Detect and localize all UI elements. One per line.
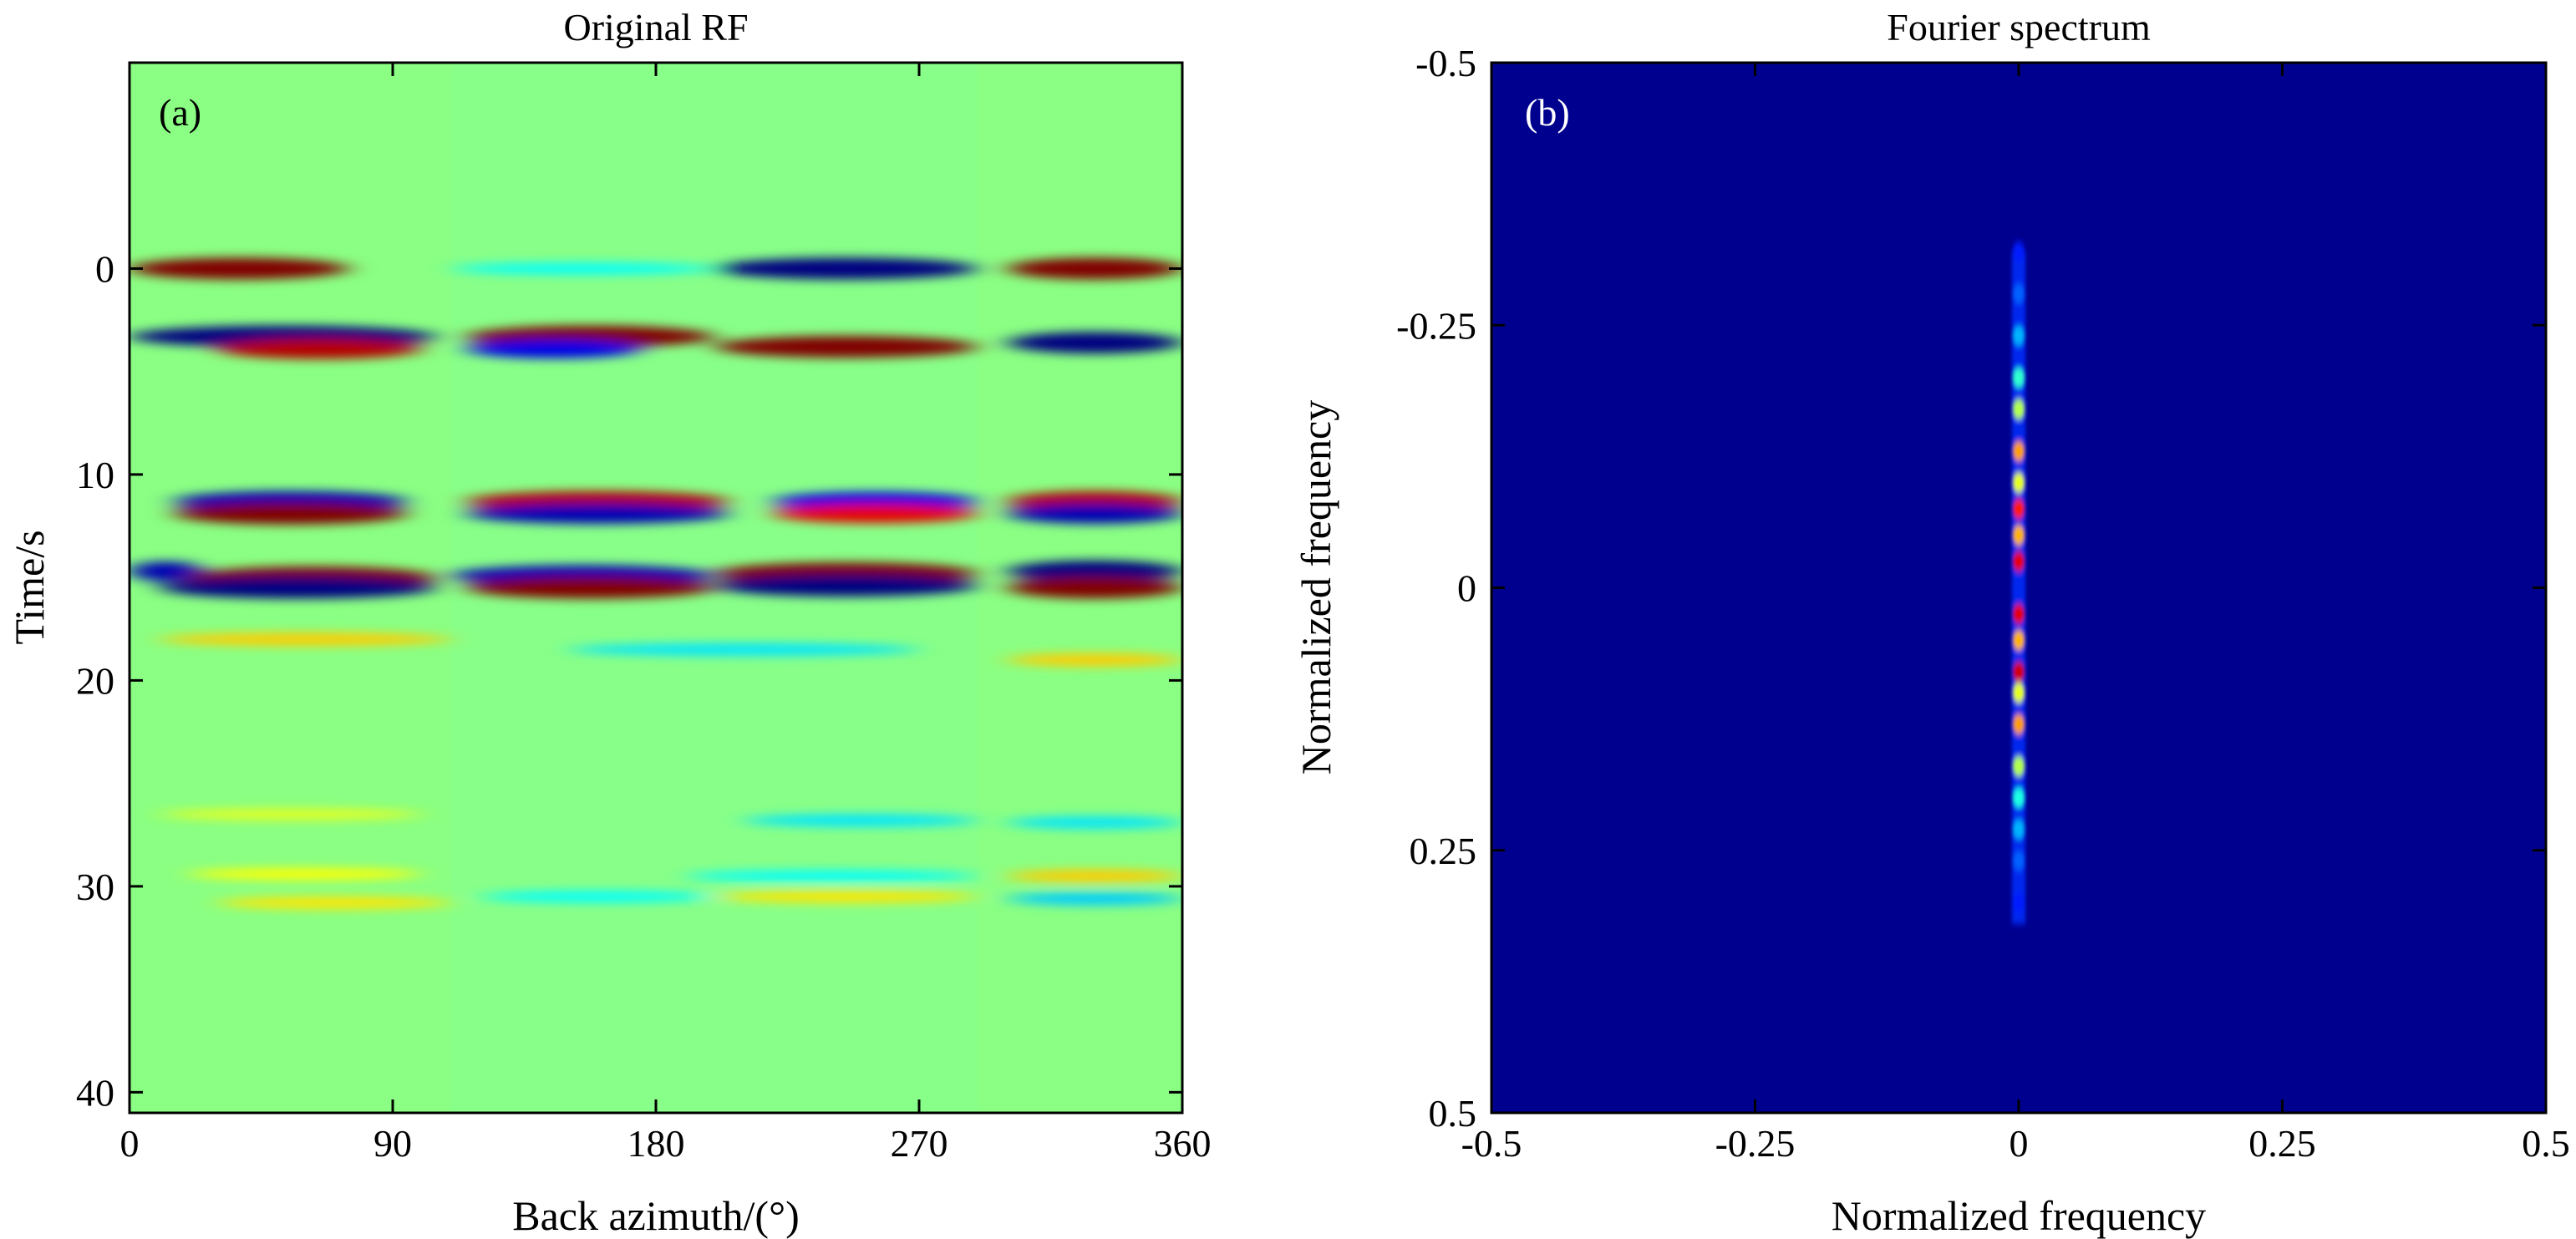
band-39 <box>1007 891 1182 906</box>
y-tick-label: -0.5 <box>1415 42 1476 84</box>
band-8 <box>465 339 642 358</box>
panel-a-title: Original RF <box>563 6 748 48</box>
spectrum-peak-18 <box>2013 851 2025 871</box>
y-tick-label: 10 <box>76 454 114 496</box>
band-25 <box>1007 560 1182 582</box>
spectrum-peak-4 <box>2013 399 2025 419</box>
band-27 <box>159 632 451 646</box>
panel-b: Fourier spectrum -0.5 -0.25 0 0.25 0.5-0.5-0… <box>1293 6 2570 1239</box>
spectrum-peak-6 <box>2013 472 2025 493</box>
band-31 <box>744 814 978 827</box>
panel-a-xlabel: Back azimuth/(°) <box>512 1192 799 1239</box>
panel-b-title: Fourier spectrum <box>1887 6 2151 48</box>
spectrum-peak-16 <box>2013 787 2025 808</box>
spectrum-peak-2 <box>2013 325 2025 346</box>
band-24 <box>714 575 978 597</box>
spectrum-peak-7 <box>2013 499 2025 520</box>
y-tick-label: 30 <box>76 866 114 908</box>
band-32 <box>1007 816 1182 829</box>
band-7 <box>714 336 978 358</box>
band-30 <box>159 809 422 820</box>
band-0 <box>130 257 349 280</box>
x-tick-label: 270 <box>891 1122 948 1165</box>
band-29 <box>1007 653 1182 667</box>
y-tick-label: 0.5 <box>1429 1092 1477 1135</box>
panel-b-spectrum <box>2012 241 2025 924</box>
y-tick-label: 0 <box>1457 567 1476 610</box>
band-35 <box>1007 869 1182 883</box>
band-11 <box>173 502 408 525</box>
panel-a-ylabel: Time/s <box>6 530 53 644</box>
spectrum-peak-3 <box>2013 368 2025 388</box>
x-tick-label: 90 <box>373 1122 412 1165</box>
y-tick-label: -0.25 <box>1396 304 1476 347</box>
spectrum-peak-12 <box>2013 662 2025 683</box>
x-tick-label: 0.5 <box>2522 1122 2570 1165</box>
band-3 <box>1007 257 1182 280</box>
band-26 <box>1007 576 1182 599</box>
panel-b-image <box>2012 241 2025 924</box>
band-20 <box>159 576 437 599</box>
spectrum-peak-15 <box>2013 756 2025 777</box>
y-tick-label: 0 <box>95 247 114 290</box>
x-tick-label: 0 <box>120 1122 140 1165</box>
band-17 <box>1007 503 1182 524</box>
panel-a-image <box>130 63 1182 1113</box>
panel-b-ylabel: Normalized frequency <box>1293 400 1339 774</box>
y-tick-label: 0.25 <box>1410 830 1477 872</box>
spectrum-peak-14 <box>2013 713 2025 734</box>
band-37 <box>480 891 714 903</box>
spectrum-peak-9 <box>2013 551 2025 572</box>
x-tick-label: 180 <box>627 1122 685 1165</box>
panel-a-ticks: 0 90 180 270 360 0 10 20 30 40 <box>76 63 1212 1165</box>
x-tick-label: -0.25 <box>1715 1122 1796 1165</box>
band-1 <box>451 262 714 275</box>
spectrum-peak-5 <box>2013 441 2025 462</box>
spectrum-peak-17 <box>2013 819 2025 840</box>
band-5 <box>217 338 422 359</box>
spectrum-ridge <box>2012 251 2025 924</box>
x-tick-label: 0.25 <box>2248 1122 2316 1165</box>
panel-a-bands <box>130 257 1182 909</box>
band-2 <box>714 257 978 280</box>
spectrum-peak-10 <box>2013 603 2025 624</box>
band-36 <box>217 896 451 909</box>
x-tick-label: 360 <box>1154 1122 1212 1165</box>
panel-b-label: (b) <box>1525 91 1570 134</box>
band-33 <box>188 868 422 881</box>
spectrum-peak-1 <box>2013 283 2025 304</box>
band-13 <box>465 503 729 524</box>
x-tick-label: -0.5 <box>1461 1122 1522 1165</box>
band-15 <box>773 504 978 524</box>
y-tick-label: 40 <box>76 1071 114 1114</box>
band-18 <box>130 561 203 581</box>
panel-a-label: (a) <box>159 91 201 134</box>
spectrum-peak-0 <box>2013 241 2025 262</box>
spectrum-peak-13 <box>2013 683 2025 703</box>
panel-a: Original RF 0 90 180 270 360 0 10 20 30 40 (a) Ba… <box>6 6 1212 1239</box>
band-28 <box>568 643 919 656</box>
band-34 <box>685 870 978 882</box>
x-tick-label: 0 <box>2009 1122 2029 1165</box>
band-22 <box>465 576 714 599</box>
y-tick-label: 20 <box>76 659 114 702</box>
band-38 <box>714 890 978 903</box>
spectrum-peak-19 <box>2013 892 2025 913</box>
spectrum-peak-8 <box>2013 525 2025 546</box>
spectrum-peak-11 <box>2013 630 2025 651</box>
band-9 <box>1007 332 1182 354</box>
panel-b-xlabel: Normalized frequency <box>1832 1192 2206 1239</box>
